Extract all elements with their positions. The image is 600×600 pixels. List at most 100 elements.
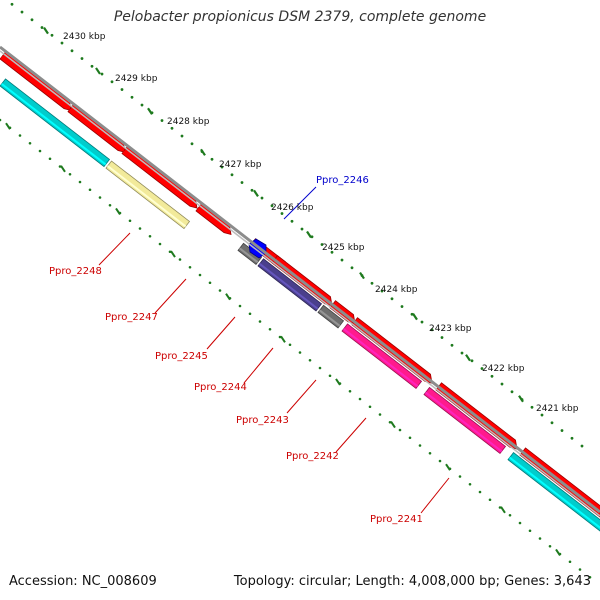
- inner-tick: [280, 335, 286, 343]
- inner-dot: [258, 320, 262, 323]
- callout-line: [420, 477, 450, 514]
- tick-dot: [250, 188, 254, 192]
- callout-line: [335, 417, 367, 453]
- callout-line: [206, 316, 236, 350]
- major-tick: [306, 230, 312, 239]
- tick-dot: [500, 382, 504, 386]
- tick-dot: [210, 157, 214, 161]
- tick-dot: [320, 243, 324, 246]
- tick-dot: [270, 204, 274, 208]
- callout-line: [98, 232, 131, 266]
- callout-line: [243, 347, 274, 384]
- inner-dot: [508, 513, 512, 517]
- rna-segment-highlight: [1, 83, 107, 166]
- callout-line: [283, 186, 317, 220]
- inner-dot: [528, 529, 532, 533]
- map-title: Pelobacter propionicus DSM 2379, complet…: [113, 9, 487, 25]
- tick-dot: [140, 103, 144, 107]
- gene-segment: [317, 304, 345, 329]
- gene-segment-highlight: [239, 247, 259, 264]
- tick-dot: [290, 219, 294, 223]
- inner-dot: [468, 482, 472, 486]
- inner-dot: [218, 289, 222, 292]
- tick-dot: [240, 181, 244, 184]
- tick-dot: [300, 227, 304, 231]
- tick-dot: [160, 119, 164, 122]
- accession-text: Accession: NC_008609: [9, 574, 157, 589]
- gene-segment-highlight: [69, 108, 121, 150]
- inner-dot: [198, 273, 202, 277]
- tick-dot: [330, 250, 334, 254]
- tick-dot: [580, 444, 584, 448]
- callout-lines: [98, 186, 450, 514]
- tick-dot: [430, 328, 434, 332]
- tick-dot: [20, 10, 24, 14]
- inner-tick: [170, 250, 176, 258]
- tick-dots-layer: [10, 2, 584, 448]
- tick-dot: [10, 2, 14, 6]
- inner-dot: [588, 575, 592, 579]
- tick-dot: [540, 413, 544, 417]
- tick-dot: [490, 374, 494, 378]
- tick-dot: [40, 26, 44, 29]
- inner-dot: [158, 242, 162, 246]
- inner-dot: [128, 219, 132, 223]
- gene-segment-highlight: [1, 56, 67, 108]
- tick-dot: [530, 405, 534, 409]
- backbone-line: [0, 50, 600, 517]
- tick-dot: [60, 41, 64, 45]
- inner-dot: [488, 498, 492, 502]
- inner-dot: [538, 537, 542, 540]
- rna-segment-highlight: [509, 456, 600, 529]
- tick-label: 2423 kbp: [429, 324, 472, 334]
- inner-dot: [498, 506, 502, 509]
- major-tick: [359, 271, 365, 280]
- tick-dot: [570, 436, 574, 440]
- inner-dot: [98, 196, 102, 199]
- inner-dot: [178, 258, 182, 261]
- tick-label: 2426 kbp: [271, 203, 314, 213]
- gene-labels-layer: Ppro_2246 Ppro_2248 Ppro_2247 Ppro_2245 Ppro…: [49, 175, 423, 525]
- tick-dot: [110, 80, 114, 84]
- tick-dot: [450, 343, 454, 347]
- inner-dot: [28, 141, 32, 145]
- tick-dot: [480, 367, 484, 370]
- inner-dot: [148, 234, 152, 238]
- tick-dot: [340, 258, 344, 262]
- gene-segment: [423, 386, 507, 455]
- gene-segment-highlight: [319, 309, 341, 327]
- gene-label: Ppro_2241: [370, 514, 423, 525]
- major-tick: [43, 27, 49, 35]
- inner-tick: [390, 421, 396, 429]
- gene-label: Ppro_2242: [286, 451, 339, 462]
- inner-dot: [248, 312, 252, 316]
- gene-label: Ppro_2246: [316, 175, 369, 186]
- inner-dot: [78, 180, 82, 184]
- tick-dot: [510, 390, 514, 394]
- tick-dot: [380, 289, 384, 293]
- gene-label: Ppro_2243: [236, 415, 289, 426]
- inner-tick: [5, 122, 11, 130]
- inner-tick: [225, 293, 231, 301]
- inner-dot: [578, 568, 582, 571]
- callout-line: [154, 278, 187, 314]
- gene-segment: [105, 160, 191, 230]
- tick-dot: [560, 429, 564, 432]
- tick-dot: [390, 297, 394, 301]
- major-tick: [200, 148, 206, 156]
- tick-label: 2422 kbp: [482, 364, 525, 374]
- inner-dot: [58, 165, 62, 168]
- inner-dot: [298, 351, 302, 354]
- gene-segment-highlight: [197, 207, 227, 232]
- major-tick: [253, 189, 259, 198]
- inner-dot: [438, 459, 442, 463]
- tick-dot: [70, 49, 74, 53]
- inner-tick: [445, 463, 451, 471]
- tick-dot: [30, 18, 34, 22]
- gene-segment-highlight: [123, 150, 193, 205]
- inner-dot: [138, 227, 142, 230]
- inner-dot: [188, 265, 192, 269]
- inner-dot: [308, 358, 312, 362]
- inner-dot: [18, 134, 22, 137]
